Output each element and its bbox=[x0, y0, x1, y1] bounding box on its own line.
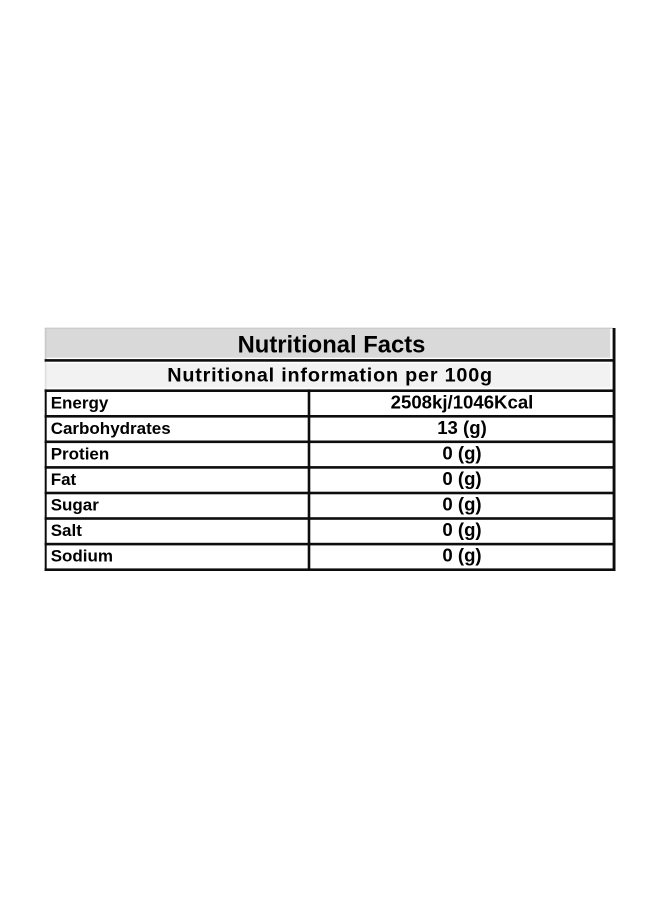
svg-text:Fat: Fat bbox=[51, 470, 77, 489]
svg-text:2508kj/1046Kcal: 2508kj/1046Kcal bbox=[391, 391, 534, 412]
svg-text:0 (g): 0 (g) bbox=[442, 468, 481, 489]
svg-text:0 (g): 0 (g) bbox=[442, 519, 481, 540]
svg-text:Protien: Protien bbox=[51, 444, 110, 463]
svg-text:Sugar: Sugar bbox=[51, 496, 100, 515]
svg-text:0 (g): 0 (g) bbox=[442, 545, 481, 566]
svg-text:Nutritional information per 10: Nutritional information per 100g bbox=[167, 364, 493, 386]
svg-text:Nutritional Facts: Nutritional Facts bbox=[238, 331, 426, 358]
svg-text:Carbohydrates: Carbohydrates bbox=[51, 419, 171, 438]
svg-text:Salt: Salt bbox=[51, 521, 83, 540]
svg-text:0 (g): 0 (g) bbox=[442, 494, 481, 515]
svg-text:13 (g): 13 (g) bbox=[437, 417, 487, 438]
svg-text:Energy: Energy bbox=[51, 393, 109, 412]
svg-text:0 (g): 0 (g) bbox=[442, 442, 481, 463]
svg-text:Sodium: Sodium bbox=[51, 547, 113, 566]
